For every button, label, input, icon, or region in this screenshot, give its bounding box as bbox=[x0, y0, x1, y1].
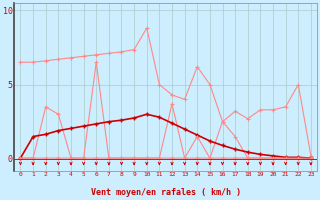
X-axis label: Vent moyen/en rafales ( km/h ): Vent moyen/en rafales ( km/h ) bbox=[91, 188, 241, 197]
